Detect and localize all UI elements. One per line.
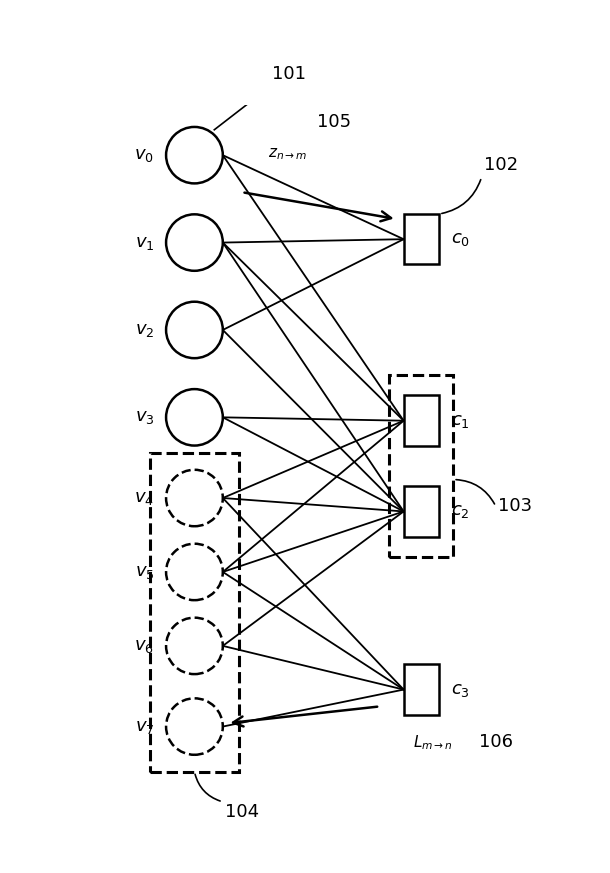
- Text: $v_0$: $v_0$: [134, 146, 154, 164]
- Text: $L_{m\rightarrow n}$: $L_{m\rightarrow n}$: [413, 733, 453, 752]
- Text: $v_4$: $v_4$: [134, 489, 154, 507]
- Bar: [149, 453, 239, 772]
- Text: $v_6$: $v_6$: [134, 637, 154, 655]
- Ellipse shape: [166, 389, 223, 445]
- Text: $v_2$: $v_2$: [135, 321, 154, 339]
- Text: $v_3$: $v_3$: [135, 409, 154, 426]
- Text: $z_{n\rightarrow m}$: $z_{n\rightarrow m}$: [268, 146, 307, 162]
- Text: $c_1$: $c_1$: [451, 412, 470, 430]
- Text: 104: 104: [225, 803, 259, 821]
- Text: $c_2$: $c_2$: [451, 503, 470, 520]
- Text: 103: 103: [498, 498, 533, 515]
- Bar: [404, 214, 439, 265]
- Ellipse shape: [166, 544, 223, 600]
- Text: 101: 101: [273, 65, 306, 83]
- Text: 106: 106: [479, 733, 513, 752]
- Ellipse shape: [166, 698, 223, 755]
- Text: $v_5$: $v_5$: [135, 563, 154, 581]
- Text: $c_3$: $c_3$: [451, 681, 470, 698]
- Ellipse shape: [166, 127, 223, 183]
- Bar: [404, 664, 439, 715]
- Text: 105: 105: [317, 113, 351, 131]
- Bar: [404, 395, 439, 446]
- Ellipse shape: [166, 302, 223, 358]
- Ellipse shape: [166, 215, 223, 271]
- Text: $v_1$: $v_1$: [135, 234, 154, 251]
- Text: 102: 102: [484, 155, 518, 174]
- Bar: [389, 375, 453, 557]
- Ellipse shape: [166, 470, 223, 526]
- Text: $v_7$: $v_7$: [135, 718, 154, 736]
- Bar: [404, 486, 439, 537]
- Ellipse shape: [166, 618, 223, 674]
- Text: $c_0$: $c_0$: [451, 230, 470, 248]
